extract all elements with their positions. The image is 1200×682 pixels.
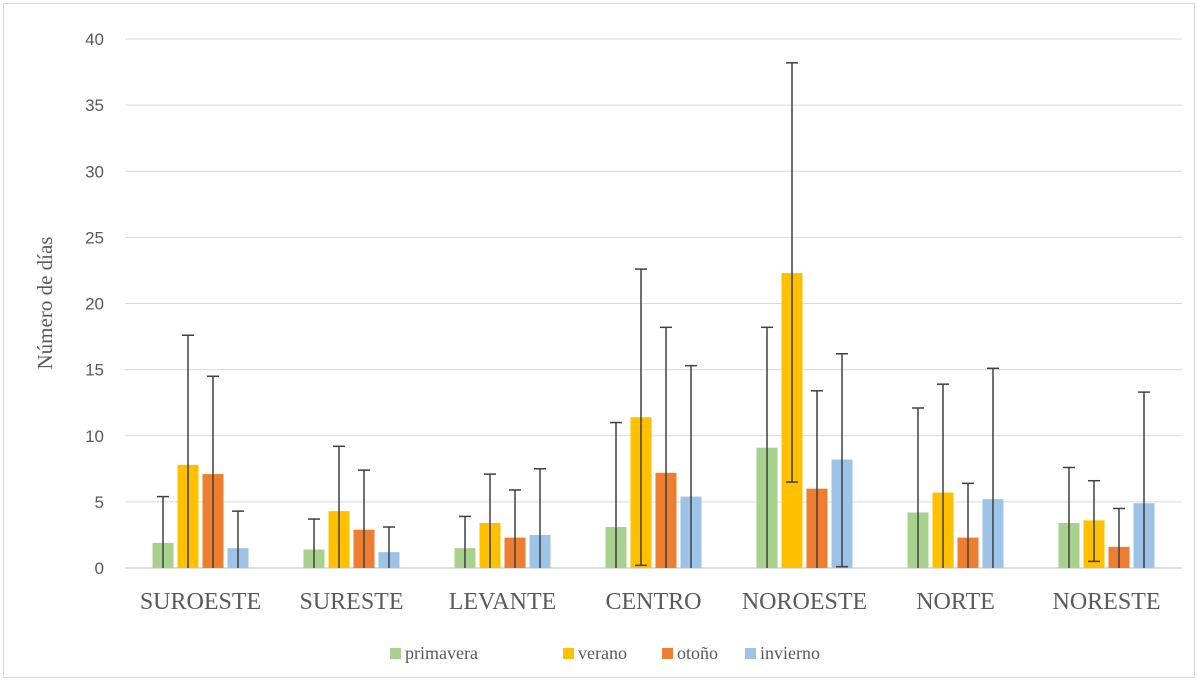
legend-label-verano: verano <box>578 643 627 663</box>
x-category-label: SUROESTE <box>140 589 261 615</box>
x-axis-categories: SUROESTE SURESTE LEVANTE CENTRO NOROESTE NORT… <box>140 589 1161 615</box>
x-category-label: NOROESTE <box>742 589 867 615</box>
x-category-label: CENTRO <box>606 589 702 615</box>
legend-swatch-otoño <box>662 648 673 659</box>
x-category-label: NORTE <box>916 589 995 615</box>
gridlines <box>125 38 1182 569</box>
legend-label-otoño: otoño <box>677 643 718 663</box>
y-tick-label: 25 <box>85 228 104 247</box>
y-tick-label: 0 <box>95 559 104 578</box>
legend-label-primavera: primavera <box>405 643 478 663</box>
legend: primavera verano otoño invierno <box>390 643 820 663</box>
legend-swatch-verano <box>563 648 574 659</box>
y-tick-label: 5 <box>95 493 104 512</box>
y-axis-ticks: 0 5 10 15 20 25 30 35 40 <box>85 30 104 578</box>
y-tick-label: 40 <box>85 30 104 49</box>
x-category-label: LEVANTE <box>449 589 557 615</box>
y-tick-label: 20 <box>85 295 104 314</box>
error-bars <box>157 62 1150 568</box>
x-category-label: NORESTE <box>1053 589 1161 615</box>
y-tick-label: 15 <box>85 361 104 380</box>
y-tick-label: 30 <box>85 162 104 181</box>
bars <box>152 273 1155 568</box>
y-tick-label: 10 <box>85 427 104 446</box>
y-tick-label: 35 <box>85 96 104 115</box>
legend-swatch-primavera <box>390 648 401 659</box>
y-axis-title: Número de días <box>33 237 57 370</box>
legend-label-invierno: invierno <box>760 643 820 663</box>
legend-swatch-invierno <box>745 648 756 659</box>
x-category-label: SURESTE <box>299 589 403 615</box>
